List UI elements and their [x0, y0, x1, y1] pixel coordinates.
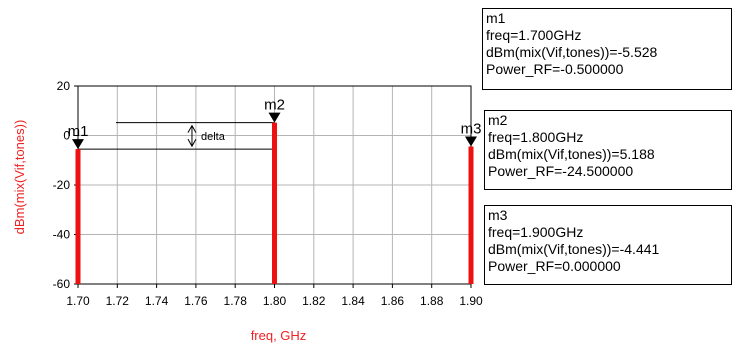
y-tick-label: 20: [57, 79, 71, 93]
marker-triangle: [465, 136, 477, 147]
marker-triangle: [72, 139, 84, 150]
marker-readout-dbm: dBm(mix(Vif,tones))=5.188: [488, 146, 655, 162]
marker-readout-m1: m1 freq=1.700GHz dBm(mix(Vif,tones))=-5.…: [482, 8, 732, 90]
x-tick-label: 1.80: [263, 294, 287, 308]
marker-readout-name: m3: [488, 207, 508, 223]
y-tick-label: -60: [53, 277, 71, 291]
x-tick-label: 1.78: [224, 294, 248, 308]
x-tick-label: 1.82: [302, 294, 326, 308]
marker-label: m3: [461, 120, 482, 137]
delta-arrow-head-down: [187, 138, 197, 148]
delta-label: delta: [201, 131, 226, 143]
marker-readout-dbm: dBm(mix(Vif,tones))=-4.441: [488, 241, 660, 257]
marker-readout-name: m1: [486, 10, 506, 26]
marker-readout-freq: freq=1.800GHz: [488, 129, 584, 145]
x-tick-label: 1.70: [66, 294, 90, 308]
marker-readout-power: Power_RF=-24.500000: [488, 163, 634, 179]
marker-readout-freq: freq=1.900GHz: [488, 224, 584, 240]
marker-label: m1: [68, 123, 89, 140]
marker-readout-freq: freq=1.700GHz: [486, 27, 582, 43]
marker-readout-m2: m2 freq=1.800GHz dBm(mix(Vif,tones))=5.1…: [484, 110, 732, 190]
delta-arrow-head-up: [187, 124, 197, 133]
marker-readout-power: Power_RF=-0.500000: [486, 61, 624, 77]
x-tick-label: 1.86: [381, 294, 405, 308]
y-tick-label: -20: [53, 178, 71, 192]
x-tick-label: 1.72: [106, 294, 130, 308]
x-tick-label: 1.84: [341, 294, 365, 308]
x-tick-label: 1.88: [420, 294, 444, 308]
y-axis-label: dBm(mix(Vif,tones)): [12, 120, 27, 235]
marker-readout-name: m2: [488, 112, 508, 128]
marker-label: m2: [264, 97, 285, 114]
x-tick-label: 1.90: [459, 294, 483, 308]
marker-readout-m3: m3 freq=1.900GHz dBm(mix(Vif,tones))=-4.…: [484, 205, 732, 285]
y-tick-label: 0: [63, 129, 70, 143]
x-tick-label: 1.74: [145, 294, 169, 308]
marker-readout-power: Power_RF=0.000000: [488, 258, 621, 274]
marker-readout-dbm: dBm(mix(Vif,tones))=-5.528: [486, 44, 658, 60]
x-tick-label: 1.76: [184, 294, 208, 308]
marker-triangle: [268, 112, 281, 123]
x-axis-label: freq, GHz: [251, 328, 307, 343]
y-tick-label: -40: [53, 228, 71, 242]
